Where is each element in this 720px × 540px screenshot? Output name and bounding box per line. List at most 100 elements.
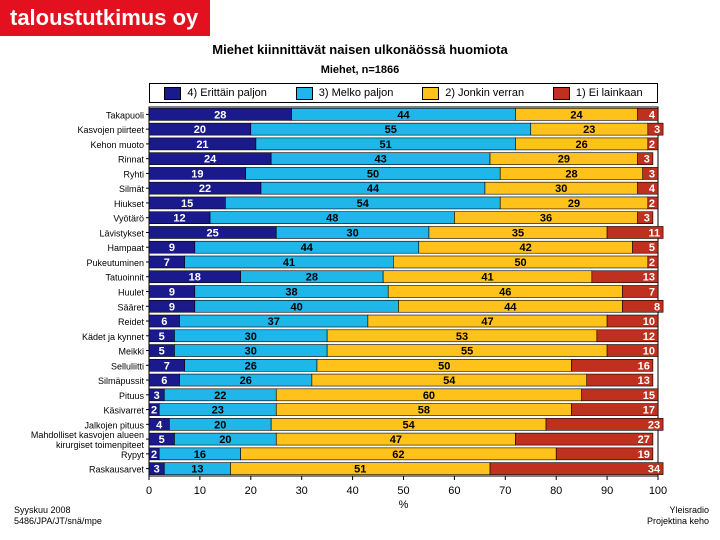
x-tick-label: 10 bbox=[194, 485, 206, 497]
data-label: 37 bbox=[268, 316, 280, 328]
bar-segment bbox=[637, 181, 659, 195]
bar-segment bbox=[637, 152, 654, 165]
category-label: Vyötärö bbox=[113, 214, 144, 224]
bar-segment bbox=[581, 388, 659, 402]
data-label: 46 bbox=[499, 287, 511, 299]
data-label: 22 bbox=[199, 183, 211, 195]
category-label: Käsivarret bbox=[103, 406, 144, 416]
data-label: 43 bbox=[374, 154, 386, 166]
data-label: 16 bbox=[638, 360, 650, 372]
footer-date: Syyskuu 2008 bbox=[14, 505, 71, 515]
data-label: 60 bbox=[423, 390, 435, 402]
data-label: 58 bbox=[418, 405, 430, 417]
bar-segment bbox=[596, 329, 659, 343]
data-label: 28 bbox=[214, 109, 226, 121]
data-label: 55 bbox=[461, 346, 473, 358]
data-label: 13 bbox=[643, 272, 655, 284]
data-label: 15 bbox=[181, 198, 193, 210]
category-label: Meikki bbox=[118, 347, 144, 357]
data-label: 23 bbox=[648, 419, 660, 431]
data-label: 2 bbox=[649, 257, 655, 269]
footer-project: Projektina keho bbox=[646, 516, 709, 526]
data-label: 29 bbox=[568, 198, 580, 210]
data-label: 28 bbox=[565, 168, 577, 180]
data-label: 3 bbox=[154, 464, 160, 476]
category-label: Lävistykset bbox=[99, 228, 144, 238]
category-label: Tatuoinnit bbox=[105, 273, 144, 283]
category-label: Mahdolliset kasvojen alueen bbox=[31, 430, 144, 440]
x-tick-label: 20 bbox=[245, 485, 257, 497]
bar-segment bbox=[515, 432, 654, 446]
x-tick-label: 80 bbox=[550, 485, 562, 497]
bar-segment bbox=[642, 167, 659, 180]
data-label: 29 bbox=[558, 154, 570, 166]
legend-label: 4) Erittäin paljon bbox=[187, 87, 267, 99]
data-label: 50 bbox=[514, 257, 526, 269]
bar-segment bbox=[606, 344, 659, 357]
data-label: 4 bbox=[156, 419, 163, 431]
data-label: 34 bbox=[648, 464, 661, 476]
bar-segment bbox=[555, 447, 654, 461]
legend-label: 2) Jonkin verran bbox=[445, 87, 525, 99]
data-label: 21 bbox=[196, 139, 208, 151]
data-label: 27 bbox=[638, 434, 650, 446]
brand-logo: taloustutkimus oy bbox=[0, 0, 210, 36]
data-label: 51 bbox=[380, 139, 392, 151]
category-label: Ryhti bbox=[123, 169, 144, 179]
category-label: Rinnat bbox=[118, 155, 145, 165]
data-label: 2 bbox=[649, 198, 655, 210]
data-label: 3 bbox=[644, 154, 650, 166]
footer-right: Yleisradio Projektina keho bbox=[647, 505, 709, 527]
bar-segment bbox=[606, 226, 664, 239]
category-label: Huulet bbox=[118, 288, 145, 298]
data-label: 3 bbox=[644, 213, 650, 225]
data-label: 26 bbox=[576, 139, 588, 151]
x-tick-label: 50 bbox=[397, 485, 409, 497]
data-label: 9 bbox=[169, 287, 175, 299]
chart-subtitle: Miehet, n=1866 bbox=[320, 64, 400, 76]
category-label: Reidet bbox=[118, 317, 145, 327]
data-label: 5 bbox=[159, 331, 165, 343]
data-label: 40 bbox=[290, 301, 302, 313]
bar-segment bbox=[637, 108, 659, 121]
data-label: 10 bbox=[643, 346, 655, 358]
data-label: 35 bbox=[512, 227, 524, 239]
data-label: 23 bbox=[583, 124, 595, 136]
data-label: 51 bbox=[354, 464, 366, 476]
category-label: Selluliitti bbox=[111, 361, 144, 371]
bar-segment bbox=[571, 358, 654, 372]
data-label: 9 bbox=[169, 301, 175, 313]
data-label: 2 bbox=[151, 449, 157, 461]
data-label: 2 bbox=[151, 405, 157, 417]
bar-segment bbox=[545, 418, 664, 431]
data-label: 3 bbox=[654, 124, 660, 136]
bar-segment bbox=[489, 462, 664, 475]
data-label: 13 bbox=[191, 464, 203, 476]
data-label: 53 bbox=[456, 331, 468, 343]
bar-segment bbox=[647, 137, 659, 151]
x-tick-label: 60 bbox=[448, 485, 460, 497]
data-label: 36 bbox=[540, 213, 552, 225]
data-label: 44 bbox=[504, 301, 517, 313]
brand-name: taloustutkimus oy bbox=[10, 5, 199, 30]
data-label: 5 bbox=[159, 346, 165, 358]
data-label: 19 bbox=[191, 168, 203, 180]
data-label: 30 bbox=[245, 331, 257, 343]
data-label: 7 bbox=[649, 287, 655, 299]
category-label: Pituus bbox=[119, 391, 145, 401]
data-label: 7 bbox=[164, 257, 170, 269]
data-label: 20 bbox=[219, 434, 231, 446]
data-label: 26 bbox=[245, 360, 257, 372]
legend-swatch bbox=[422, 86, 440, 100]
data-label: 54 bbox=[402, 419, 415, 431]
data-label: 6 bbox=[161, 375, 167, 387]
data-label: 13 bbox=[638, 375, 650, 387]
category-label: Hampaat bbox=[107, 243, 144, 253]
bar-segment bbox=[622, 299, 664, 313]
data-label: 2 bbox=[649, 139, 655, 151]
data-label: 9 bbox=[169, 242, 175, 254]
bar-segment bbox=[606, 314, 659, 328]
data-label: 11 bbox=[648, 227, 660, 239]
legend-swatch bbox=[552, 86, 570, 100]
data-label: 62 bbox=[392, 449, 404, 461]
